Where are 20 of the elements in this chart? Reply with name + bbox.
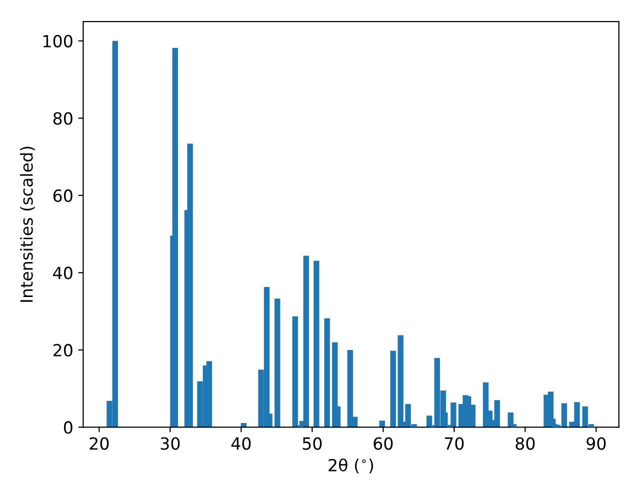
x-tick-label: 70 (444, 437, 464, 450)
y-tick-label: 0 (64, 421, 72, 434)
y-tick-label: 40 (53, 266, 72, 280)
x-tick-label: 30 (160, 437, 180, 450)
x-tick-label: 90 (586, 437, 606, 450)
bar (450, 402, 456, 428)
y-tick-label: 60 (53, 189, 72, 202)
y-tick-label: 80 (53, 112, 72, 125)
x-tick-label: 20 (90, 437, 109, 450)
x-tick-label: 80 (516, 437, 535, 450)
bar (314, 260, 320, 428)
x-tick-label: 50 (302, 437, 322, 450)
y-axis-title: Intensities (scaled) (20, 146, 35, 302)
x-tick-label: 40 (231, 437, 251, 450)
x-axis-title: 2θ ($^{∘}$) (328, 458, 374, 474)
bar (324, 318, 330, 428)
y-tick-label: 20 (53, 344, 72, 357)
x-tick-label: 60 (374, 437, 393, 450)
y-tick-label: 100 (43, 34, 72, 48)
bar (274, 298, 280, 428)
